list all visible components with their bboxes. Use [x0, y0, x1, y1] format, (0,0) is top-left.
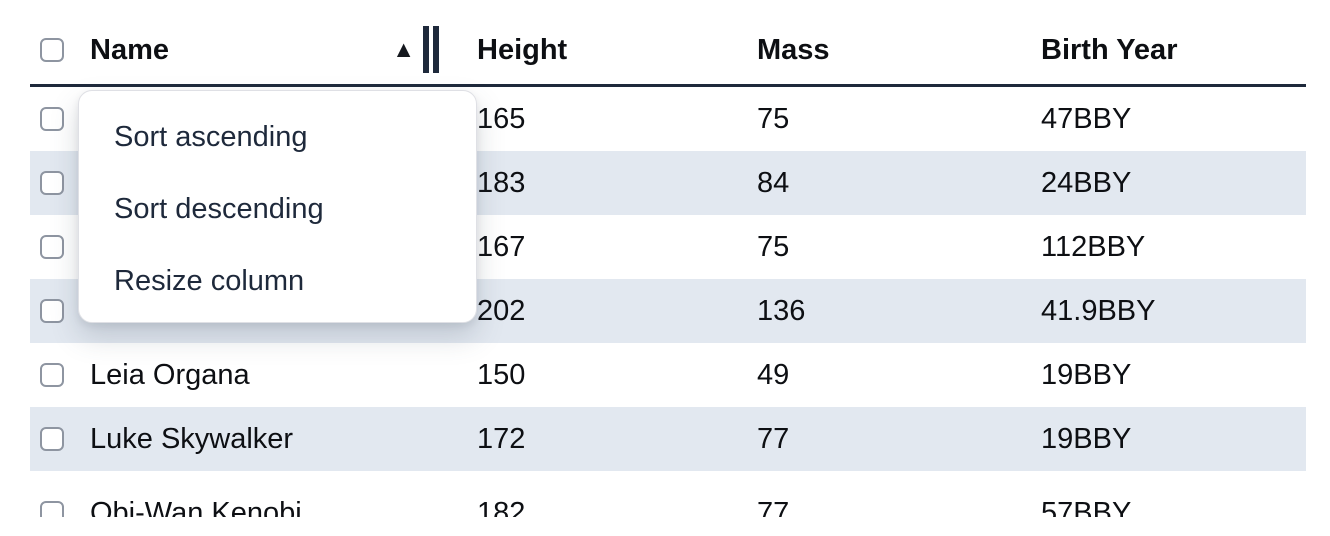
- column-header-name[interactable]: Name ▲: [80, 16, 440, 84]
- mass-cell: 84: [757, 166, 790, 199]
- birth-year-cell: 112BBY: [1041, 230, 1146, 263]
- row-checkbox-cell: [30, 481, 80, 517]
- table-body: 165 75 47BBY 183 84 24BBY 167 75 112BBY 202 136 41.…: [30, 87, 1306, 517]
- sort-ascending-icon: ▲: [392, 35, 415, 62]
- menu-item-sort-ascending[interactable]: Sort ascending: [114, 120, 308, 153]
- mass-cell: 136: [757, 294, 806, 327]
- height-cell: 202: [477, 294, 526, 327]
- height-cell: 150: [477, 358, 526, 391]
- table-row: Obi-Wan Kenobi 182 77 57BBY: [30, 471, 1306, 517]
- mass-cell: 49: [757, 358, 790, 391]
- birth-year-cell: 47BBY: [1041, 102, 1132, 135]
- row-checkbox[interactable]: [40, 171, 64, 195]
- table-row: 165 75 47BBY: [30, 87, 1306, 151]
- column-resize-handle[interactable]: [423, 26, 439, 73]
- row-checkbox[interactable]: [40, 501, 64, 517]
- table-row: 167 75 112BBY: [30, 215, 1306, 279]
- table-row: Leia Organa 150 49 19BBY: [30, 343, 1306, 407]
- birth-year-cell: 19BBY: [1041, 358, 1132, 391]
- row-checkbox-cell: [30, 87, 80, 151]
- height-cell: 167: [477, 230, 526, 263]
- mass-cell: 75: [757, 230, 790, 263]
- column-context-menu: Sort ascending Sort descending Resize co…: [78, 90, 477, 323]
- birth-year-cell: 41.9BBY: [1041, 294, 1156, 327]
- row-checkbox-cell: [30, 151, 80, 215]
- name-cell: Obi-Wan Kenobi: [90, 496, 302, 518]
- column-header-name-label: Name: [90, 33, 169, 66]
- row-checkbox-cell: [30, 343, 80, 407]
- mass-cell: 77: [757, 496, 790, 518]
- row-checkbox[interactable]: [40, 363, 64, 387]
- mass-cell: 75: [757, 102, 790, 135]
- height-cell: 182: [477, 496, 526, 518]
- column-header-birth-year[interactable]: Birth Year: [1041, 33, 1178, 66]
- column-header-mass[interactable]: Mass: [757, 33, 830, 66]
- mass-cell: 77: [757, 422, 790, 455]
- column-header-height[interactable]: Height: [477, 33, 568, 66]
- table-row: Luke Skywalker 172 77 19BBY: [30, 407, 1306, 471]
- birth-year-cell: 24BBY: [1041, 166, 1132, 199]
- select-all-checkbox[interactable]: [40, 38, 64, 62]
- height-cell: 165: [477, 102, 526, 135]
- name-cell: Luke Skywalker: [90, 422, 294, 455]
- height-cell: 172: [477, 422, 526, 455]
- menu-item-sort-descending[interactable]: Sort descending: [114, 192, 324, 225]
- menu-item-resize-column[interactable]: Resize column: [114, 264, 305, 297]
- row-checkbox-cell: [30, 407, 80, 471]
- row-checkbox[interactable]: [40, 427, 64, 451]
- table-row: 202 136 41.9BBY: [30, 279, 1306, 343]
- height-cell: 183: [477, 166, 526, 199]
- table-header-row: Name ▲ Height Mass Birth Year: [30, 0, 1306, 87]
- select-all-cell: [30, 16, 80, 84]
- data-table: Name ▲ Height Mass Birth Year 165 75 47BBY…: [30, 0, 1306, 517]
- row-checkbox[interactable]: [40, 299, 64, 323]
- birth-year-cell: 19BBY: [1041, 422, 1132, 455]
- birth-year-cell: 57BBY: [1041, 496, 1132, 518]
- row-checkbox[interactable]: [40, 107, 64, 131]
- row-checkbox[interactable]: [40, 235, 64, 259]
- name-cell: Leia Organa: [90, 358, 250, 391]
- row-checkbox-cell: [30, 279, 80, 343]
- row-checkbox-cell: [30, 215, 80, 279]
